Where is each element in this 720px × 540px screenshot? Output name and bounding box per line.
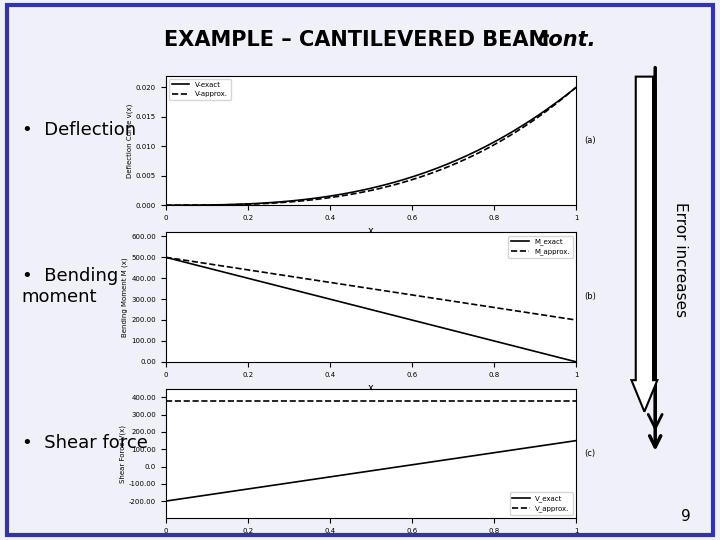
- Text: (b): (b): [584, 293, 596, 301]
- Text: •  Bending
moment: • Bending moment: [22, 267, 118, 306]
- Text: EXAMPLE – CANTILEVERED BEAM: EXAMPLE – CANTILEVERED BEAM: [163, 30, 557, 50]
- V_exact: [572, 437, 580, 444]
- M_exact: [572, 359, 580, 365]
- V_exact: [551, 441, 559, 447]
- V-exact: [186, 202, 194, 208]
- Line: M_exact: M_exact: [166, 257, 576, 362]
- V_approx.: [536, 397, 545, 404]
- M_exact: [238, 273, 246, 280]
- V-exact: [536, 110, 545, 117]
- M_approx.: [178, 256, 186, 263]
- V-exact: [271, 199, 279, 206]
- V-approx.: [186, 202, 194, 208]
- V-approx.: [551, 101, 559, 107]
- V-approx.: [178, 202, 186, 208]
- V-exact: [572, 84, 580, 91]
- Text: •  Shear force: • Shear force: [22, 434, 148, 452]
- V-exact: [238, 201, 246, 207]
- Line: V-approx.: V-approx.: [166, 87, 576, 205]
- M_approx.: [271, 271, 279, 277]
- V_approx.: [161, 397, 170, 404]
- M_exact: [551, 353, 559, 360]
- FancyArrow shape: [631, 77, 657, 411]
- Y-axis label: Bending Moment M (x): Bending Moment M (x): [122, 257, 128, 337]
- V_exact: [186, 494, 194, 501]
- V-approx.: [238, 201, 246, 208]
- Legend: M_exact, M_approx.: M_exact, M_approx.: [508, 235, 572, 258]
- V_approx.: [178, 397, 186, 404]
- X-axis label: x: x: [368, 383, 374, 393]
- Text: Error increases: Error increases: [673, 201, 688, 317]
- V_approx.: [186, 397, 194, 404]
- V_exact: [161, 498, 170, 504]
- M_approx.: [238, 266, 246, 272]
- M_approx.: [551, 314, 559, 320]
- V_exact: [238, 487, 246, 493]
- Y-axis label: Shear Force V(x): Shear Force V(x): [120, 424, 126, 483]
- V-exact: [178, 202, 186, 208]
- M_approx.: [536, 312, 545, 318]
- V_approx.: [551, 397, 559, 404]
- M_approx.: [186, 258, 194, 264]
- V-approx.: [161, 202, 170, 208]
- Text: •  Deflection: • Deflection: [22, 120, 136, 139]
- M_exact: [161, 254, 170, 260]
- M_exact: [271, 282, 279, 288]
- Legend: V_exact, V_approx.: V_exact, V_approx.: [510, 492, 572, 515]
- M_approx.: [161, 254, 170, 260]
- Legend: V-exact, V-approx.: V-exact, V-approx.: [169, 79, 230, 100]
- V_approx.: [572, 397, 580, 404]
- Text: 9: 9: [681, 509, 691, 524]
- X-axis label: x: x: [368, 226, 374, 237]
- Line: V-exact: V-exact: [166, 87, 576, 205]
- V-exact: [161, 202, 170, 208]
- V-exact: [551, 100, 559, 106]
- Y-axis label: Deflection Curve v(x): Deflection Curve v(x): [126, 103, 133, 178]
- M_exact: [178, 258, 186, 265]
- V_approx.: [271, 397, 279, 404]
- V_exact: [271, 482, 279, 488]
- V-approx.: [536, 112, 545, 118]
- Text: (c): (c): [584, 449, 595, 458]
- V-approx.: [271, 200, 279, 206]
- V_approx.: [238, 397, 246, 404]
- M_approx.: [572, 317, 580, 323]
- Line: M_approx.: M_approx.: [166, 257, 576, 320]
- Text: cont.: cont.: [536, 30, 596, 50]
- V-approx.: [572, 84, 580, 91]
- V_exact: [536, 443, 545, 449]
- Line: V_exact: V_exact: [166, 441, 576, 501]
- M_exact: [186, 260, 194, 267]
- V_exact: [178, 495, 186, 502]
- Text: (a): (a): [584, 136, 596, 145]
- M_exact: [536, 349, 545, 356]
